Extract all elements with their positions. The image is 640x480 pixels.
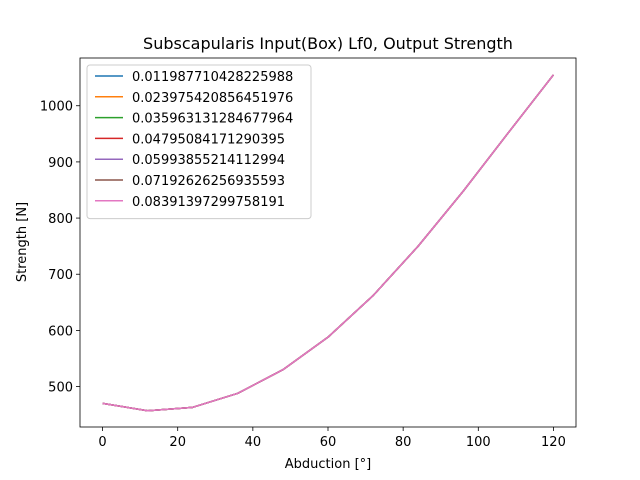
- legend-entry: 0.07192626256935593: [132, 174, 285, 189]
- y-tick-label: 600: [48, 324, 73, 339]
- y-axis-ticks: 500 600 700 800 900 1000: [40, 100, 80, 396]
- x-tick-label: 40: [245, 435, 262, 450]
- y-tick-label: 700: [48, 268, 73, 283]
- legend-entry: 0.05993855214112994: [132, 153, 285, 168]
- legend-box: [86, 64, 312, 220]
- legend-entry: 0.04795084171290395: [132, 132, 285, 147]
- legend-entry: 0.08391397299758191: [132, 195, 285, 210]
- legend-entry: 0.011987710428225988: [132, 70, 293, 85]
- y-tick-label: 1000: [40, 100, 73, 115]
- x-tick-label: 60: [320, 435, 337, 450]
- x-tick-label: 0: [98, 435, 106, 450]
- legend-entry: 0.023975420856451976: [132, 91, 293, 106]
- x-axis-ticks: 0 20 40 60 80 100 120: [98, 427, 566, 450]
- y-tick-label: 900: [48, 156, 73, 171]
- x-tick-label: 80: [395, 435, 412, 450]
- legend: 0.011987710428225988 0.023975420856451976…: [86, 64, 312, 220]
- chart-title: Subscapularis Input(Box) Lf0, Output Str…: [143, 34, 513, 53]
- x-axis-label: Abduction [°]: [285, 457, 371, 472]
- series-line-7: [102, 74, 555, 412]
- legend-entry: 0.035963131284677964: [132, 112, 293, 127]
- y-tick-label: 500: [48, 381, 73, 396]
- x-tick-label: 20: [169, 435, 186, 450]
- series-layer: [102, 74, 555, 412]
- x-tick-label: 120: [541, 435, 566, 450]
- x-tick-label: 100: [466, 435, 491, 450]
- y-axis-label: Strength [N]: [15, 202, 30, 282]
- y-tick-label: 800: [48, 212, 73, 227]
